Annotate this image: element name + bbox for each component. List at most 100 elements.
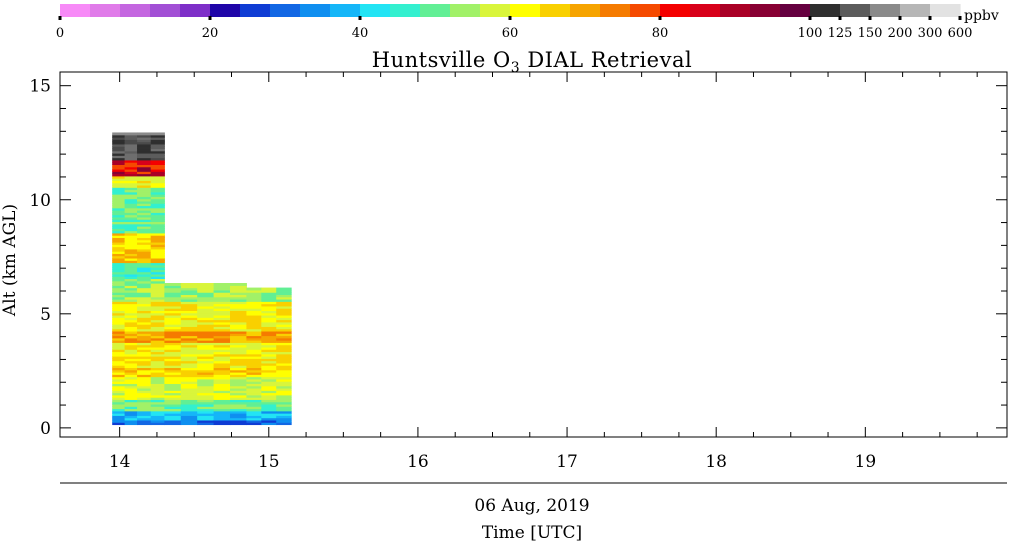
heatmap-cell (150, 137, 165, 140)
heatmap-cell (261, 358, 277, 362)
heatmap-cell (164, 344, 182, 348)
heatmap-cell (124, 289, 138, 293)
heatmap-cell (230, 356, 247, 359)
heatmap-cell (246, 390, 262, 394)
heatmap-cell (150, 260, 165, 264)
heatmap-cell (230, 392, 247, 396)
heatmap-cell (124, 143, 138, 147)
heatmap-cell (213, 333, 231, 337)
heatmap-cell (150, 180, 165, 184)
heatmap-cell (137, 148, 152, 152)
heatmap-cell (112, 168, 126, 172)
heatmap-cell (137, 184, 152, 188)
heatmap-cell (276, 374, 292, 378)
heatmap-cell (112, 308, 126, 311)
heatmap-cell (276, 383, 292, 387)
heatmap-cell (246, 387, 262, 391)
heatmap-cell (112, 353, 126, 357)
heatmap-cell (150, 152, 165, 156)
heatmap-cell (112, 340, 126, 343)
heatmap-cell (230, 401, 247, 405)
heatmap-cell (197, 408, 215, 412)
heatmap-cell (137, 383, 152, 387)
heatmap-cell (246, 353, 262, 357)
heatmap-cell (137, 152, 152, 156)
heatmap-cell (150, 200, 165, 204)
heatmap-cell (180, 319, 198, 323)
heatmap-cell (124, 406, 138, 410)
heatmap-cell (124, 408, 138, 412)
heatmap-cell (150, 321, 165, 325)
heatmap-cell (150, 148, 165, 152)
heatmap-cell (261, 314, 277, 318)
heatmap-cell (137, 168, 152, 172)
heatmap-cell (213, 330, 231, 334)
heatmap-cell (213, 326, 231, 330)
heatmap-cell (112, 371, 126, 375)
heatmap-cell (261, 298, 277, 302)
heatmap-cell (197, 314, 215, 318)
heatmap-cell (180, 351, 198, 355)
colorbar-swatch (780, 4, 811, 17)
heatmap-cell (230, 381, 247, 384)
heatmap-cell (230, 376, 247, 380)
heatmap-cell (180, 337, 198, 341)
heatmap-cell (112, 253, 126, 257)
heatmap-cell (180, 335, 198, 339)
heatmap-cell (180, 342, 198, 346)
colorbar-swatch (330, 4, 361, 17)
heatmap-cell (230, 415, 247, 419)
heatmap-cell (276, 294, 292, 298)
heatmap-cell (246, 360, 262, 364)
heatmap-cell (246, 335, 262, 339)
heatmap-cell (246, 296, 262, 300)
heatmap-cell (137, 328, 152, 332)
heatmap-cell (124, 239, 138, 243)
heatmap-cell (137, 337, 152, 341)
heatmap-cell (261, 289, 277, 293)
colorbar-swatch (510, 4, 541, 17)
heatmap-cell (213, 394, 231, 398)
heatmap-cell (261, 360, 277, 364)
heatmap-cell (124, 164, 138, 168)
heatmap-cell (164, 340, 182, 343)
heatmap-cell (137, 164, 152, 168)
heatmap-cell (124, 248, 138, 252)
heatmap-cell (124, 333, 138, 337)
heatmap-cell (246, 413, 262, 416)
heatmap-cell (112, 159, 126, 163)
heatmap-cell (112, 397, 126, 400)
heatmap-cell (150, 276, 165, 280)
heatmap-cell (246, 342, 262, 346)
heatmap-cell (150, 198, 165, 202)
heatmap-cell (276, 415, 292, 419)
heatmap-cell (137, 365, 152, 369)
heatmap-cell (197, 390, 215, 394)
heatmap-cell (246, 328, 262, 332)
heatmap-cell (164, 283, 182, 286)
heatmap-cell (137, 225, 152, 229)
heatmap-cell (124, 326, 138, 330)
heatmap-cell (112, 406, 126, 410)
heatmap-cell (230, 410, 247, 414)
heatmap-cell (137, 301, 152, 305)
heatmap-cell (137, 203, 152, 207)
heatmap-cell (137, 146, 152, 150)
heatmap-cell (137, 362, 152, 366)
heatmap-cell (137, 314, 152, 318)
heatmap-cell (180, 301, 198, 305)
heatmap-cell (197, 376, 215, 380)
heatmap-cell (276, 346, 292, 350)
heatmap-cell (150, 403, 165, 407)
heatmap-cell (197, 378, 215, 382)
heatmap-cell (112, 298, 126, 302)
heatmap-cell (164, 392, 182, 396)
heatmap-cell (230, 317, 247, 321)
heatmap-cell (197, 369, 215, 373)
heatmap-cell (150, 349, 165, 353)
heatmap-cell (230, 403, 247, 407)
heatmap-cell (261, 317, 277, 321)
heatmap-cell (112, 257, 126, 261)
heatmap-cell (276, 413, 292, 416)
x-tick-label: 18 (705, 452, 727, 472)
